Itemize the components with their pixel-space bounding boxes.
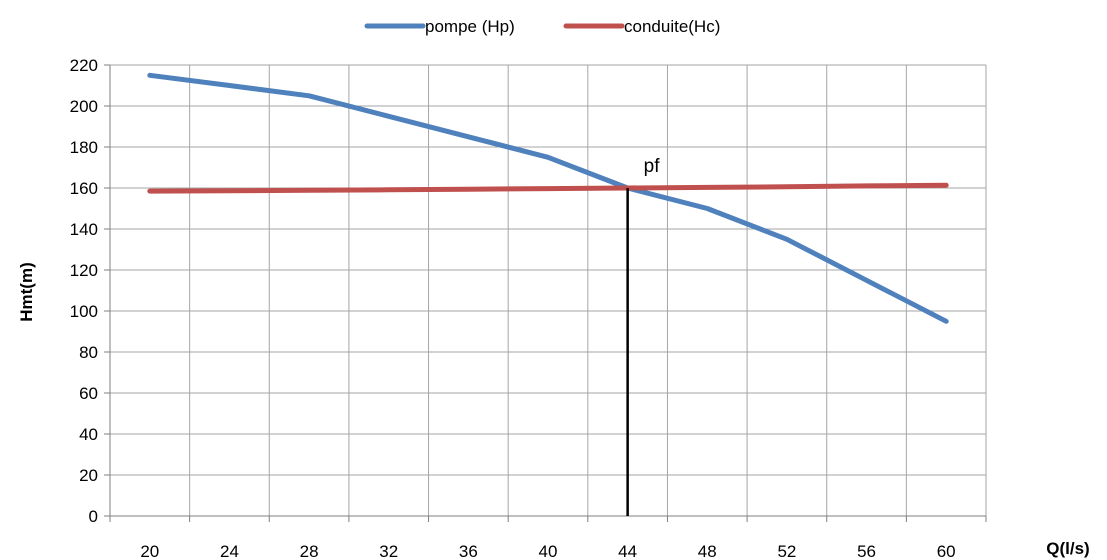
y-tick-label: 180 <box>70 138 98 157</box>
y-tick-label: 40 <box>79 425 98 444</box>
y-tick-label: 60 <box>79 384 98 403</box>
x-tick-label: 48 <box>698 542 717 560</box>
y-tick-label: 160 <box>70 179 98 198</box>
y-tick-label: 80 <box>79 343 98 362</box>
x-tick-label: 56 <box>857 542 876 560</box>
x-tick-label: 20 <box>140 542 159 560</box>
x-tick-label: 44 <box>618 542 637 560</box>
operating-point-marker: pf <box>626 156 661 516</box>
y-tick-label: 140 <box>70 220 98 239</box>
x-tick-labels: 20 24 28 32 36 40 44 48 52 56 60 <box>140 542 955 560</box>
y-tick-label: 120 <box>70 261 98 280</box>
annotation-label: pf <box>644 156 661 177</box>
x-tick-label: 32 <box>379 542 398 560</box>
y-tick-label: 100 <box>70 302 98 321</box>
y-axis-title: Hmt(m) <box>17 262 36 322</box>
x-tick-label: 40 <box>539 542 558 560</box>
legend-label: pompe (Hp) <box>425 17 515 36</box>
grid <box>110 64 987 516</box>
y-tick-label: 200 <box>70 97 98 116</box>
legend-label: conduite(Hc) <box>624 17 720 36</box>
series-line-pompe <box>147 72 949 324</box>
series-line-conduite <box>147 182 949 194</box>
y-tick-label: 0 <box>89 507 98 526</box>
y-tick-labels: 0 20 40 60 80 100 120 140 160 180 200 220 <box>70 56 98 526</box>
x-tick-label: 24 <box>220 542 239 560</box>
axes <box>104 64 987 522</box>
series-lines <box>147 72 949 324</box>
y-tick-label: 20 <box>79 466 98 485</box>
y-tick-label: 220 <box>70 56 98 75</box>
legend: pompe (Hp) conduite(Hc) <box>364 17 720 36</box>
x-tick-label: 52 <box>777 542 796 560</box>
x-tick-label: 36 <box>459 542 478 560</box>
x-axis-title: Q(l/s) <box>1046 539 1089 558</box>
x-tick-label: 60 <box>937 542 956 560</box>
x-tick-label: 28 <box>300 542 319 560</box>
